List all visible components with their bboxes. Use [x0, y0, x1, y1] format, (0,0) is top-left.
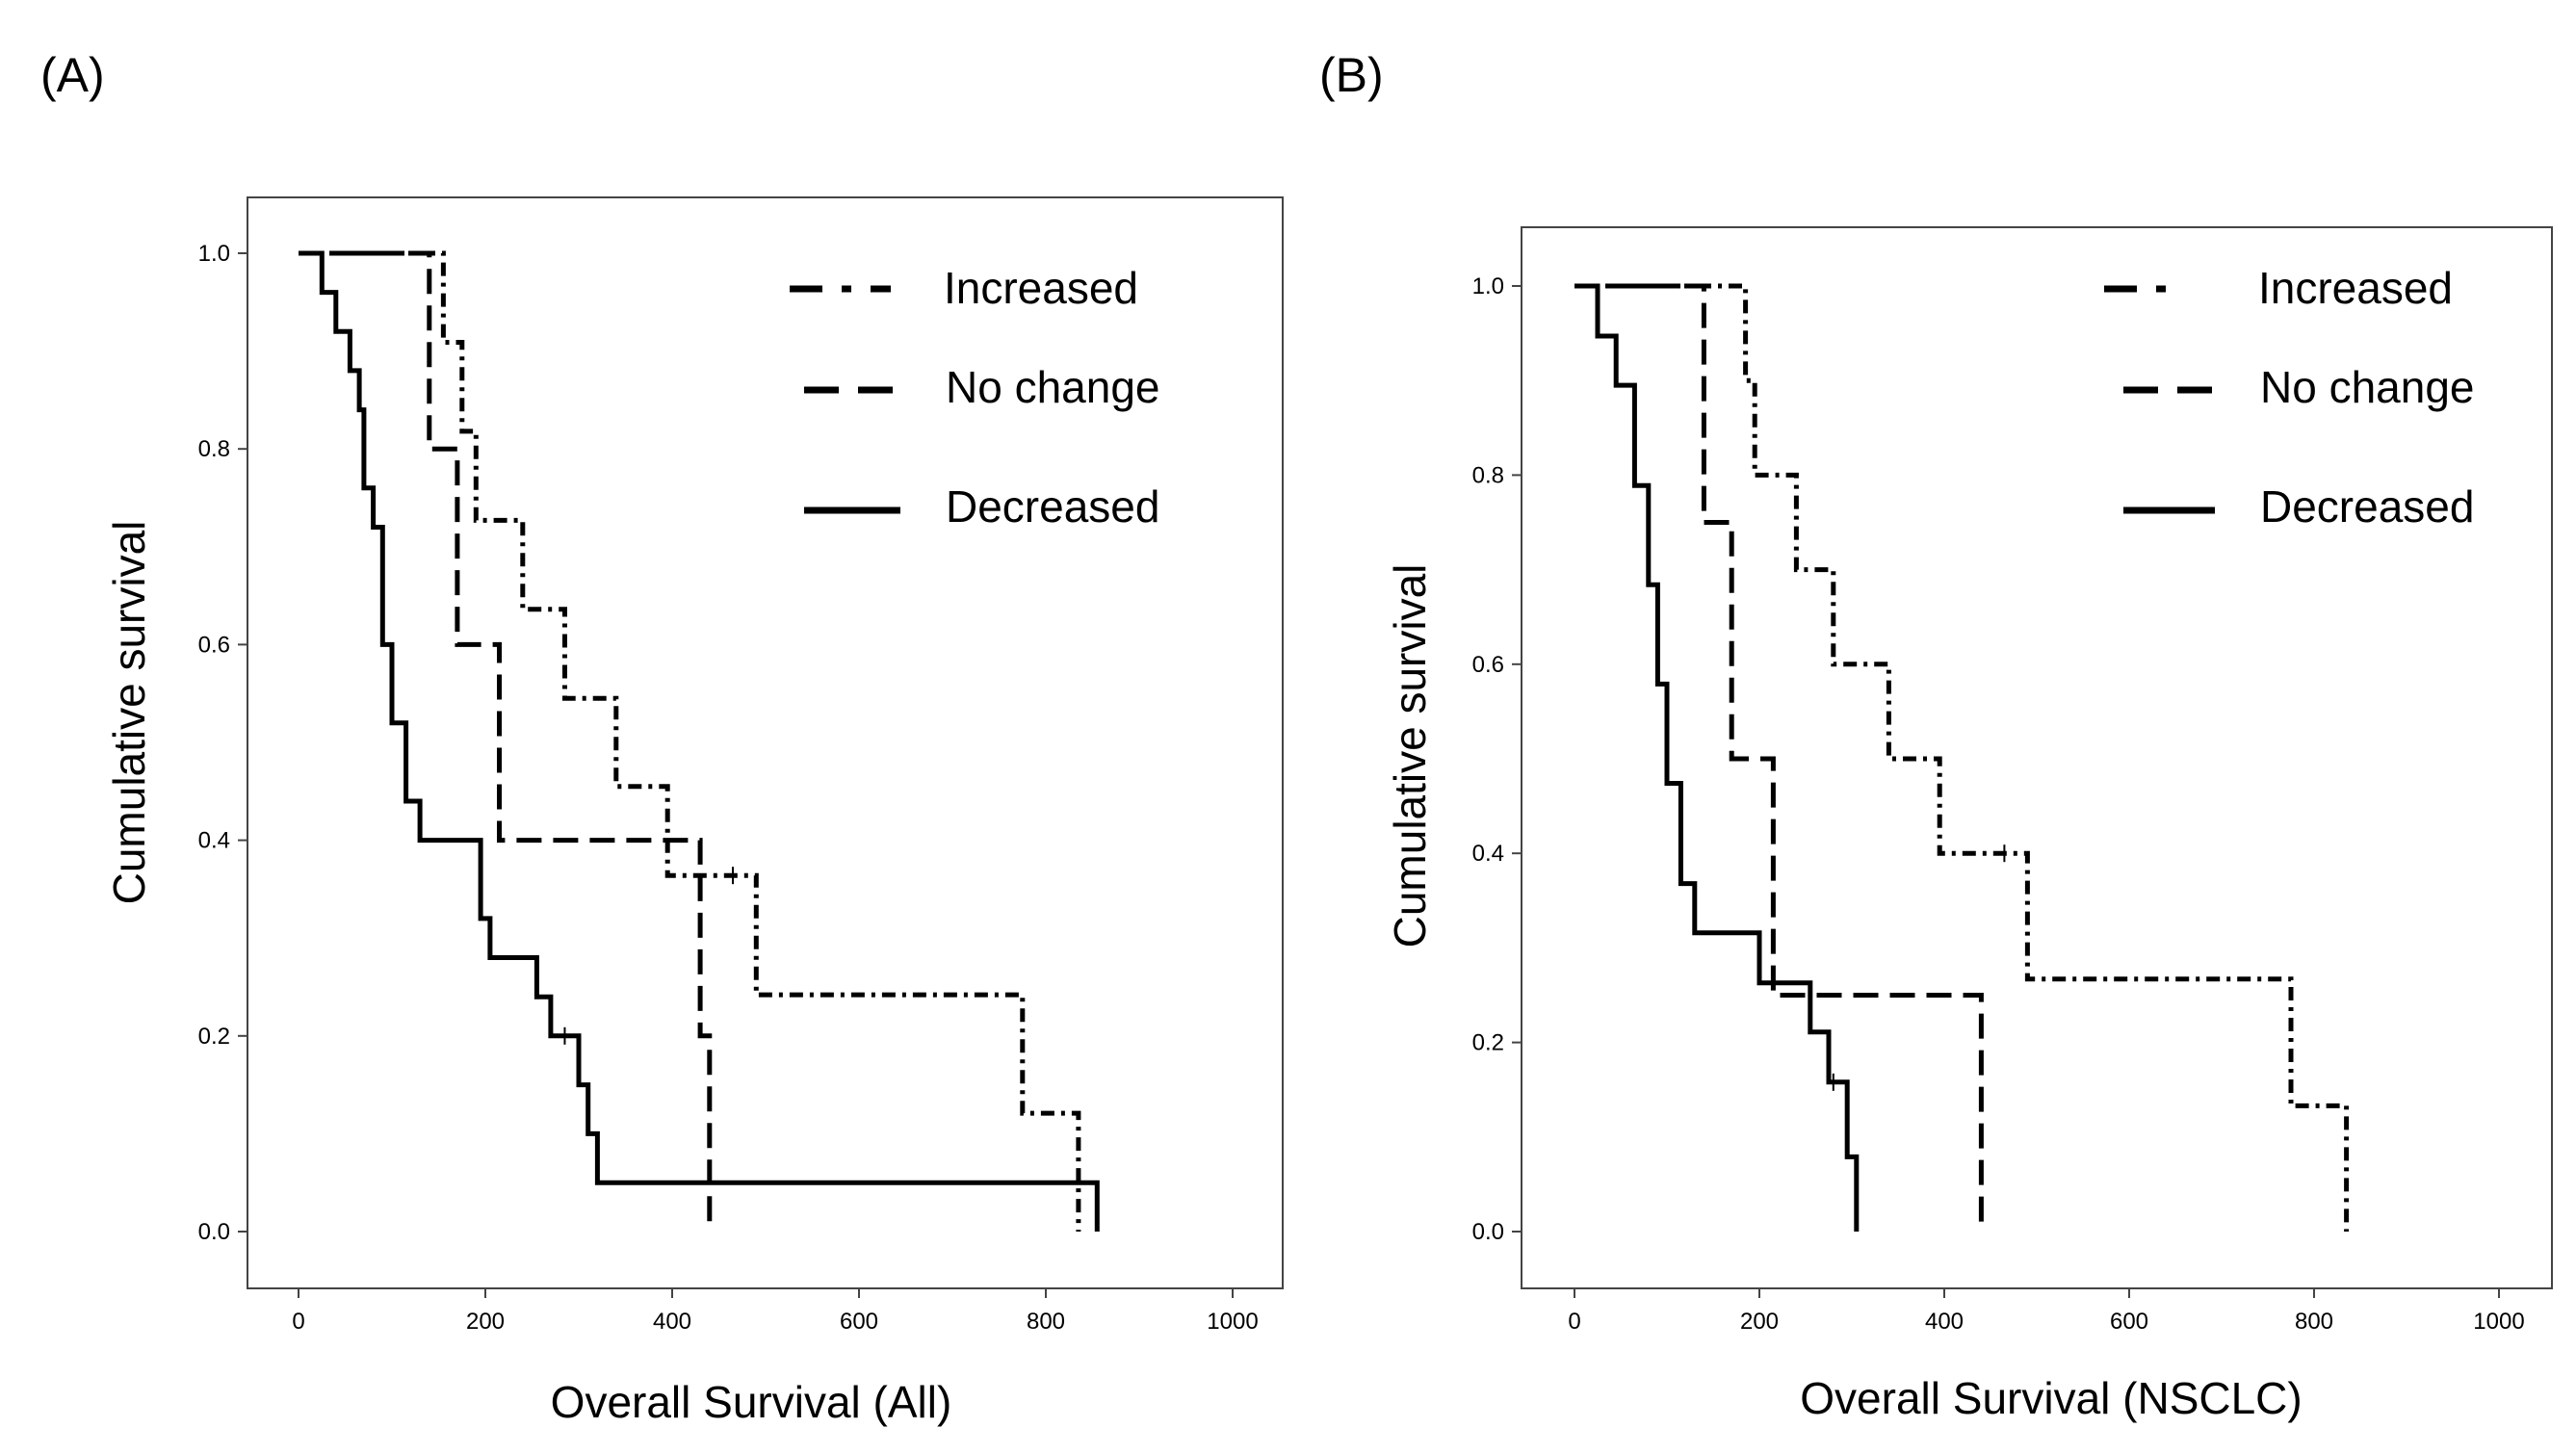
survival-curves-a	[299, 250, 1100, 1232]
panel-b: (B) 0 200 400 600 800 1000 0.0 0.2 0.4 0.6 0.8 1.0…	[1319, 48, 2553, 1423]
x-axis-title-b: Overall Survival (NSCLC)	[1800, 1373, 2302, 1423]
panel-a: (A) 0 200 400 600 800 1000 0.0 0.2 0.4 0.6 0.8 1.0…	[40, 48, 1284, 1427]
y-tick-label-a: 1.0	[198, 241, 230, 267]
axis-ticks-b	[1512, 285, 2500, 1298]
legend-label-increased-b: Increased	[2258, 263, 2453, 313]
x-tick-label-a: 1000	[1207, 1309, 1258, 1335]
y-axis-title-b: Cumulative survival	[1385, 564, 1435, 948]
x-tick-labels-a: 0 200 400 600 800 1000	[292, 1309, 1258, 1335]
curve-decreased-a	[299, 250, 1100, 1232]
y-tick-label-b: 1.0	[1472, 273, 1504, 299]
axis-ticks-a	[238, 252, 1234, 1298]
x-tick-label-a: 200	[466, 1309, 505, 1335]
y-tick-label-b: 0.4	[1472, 841, 1504, 867]
x-tick-label-a: 600	[840, 1309, 878, 1335]
plot-area-b	[1521, 226, 2553, 1289]
y-tick-label-a: 0.0	[198, 1219, 230, 1245]
legend-label-increased-a: Increased	[944, 263, 1138, 313]
x-tick-label-b: 800	[2295, 1309, 2333, 1335]
legend-label-no-change-b: No change	[2260, 362, 2475, 412]
curve-decreased-b	[1574, 283, 1860, 1232]
y-tick-label-a: 0.4	[198, 828, 230, 854]
x-tick-labels-b: 0 200 400 600 800 1000	[1568, 1309, 2524, 1335]
y-tick-label-b: 0.8	[1472, 462, 1504, 488]
x-tick-label-b: 1000	[2473, 1309, 2524, 1335]
plot-area-a	[247, 196, 1284, 1289]
x-tick-label-b: 400	[1925, 1309, 1964, 1335]
legend-label-no-change-a: No change	[946, 362, 1160, 412]
x-axis-title-a: Overall Survival (All)	[551, 1377, 952, 1427]
y-tick-label-b: 0.6	[1472, 652, 1504, 678]
survival-curves-b	[1574, 283, 2350, 1232]
panel-label-b: (B)	[1319, 48, 1384, 102]
x-tick-label-a: 800	[1027, 1309, 1065, 1335]
curve-increased-b	[1574, 283, 2350, 1232]
y-tick-label-b: 0.0	[1472, 1219, 1504, 1245]
y-tick-labels-a: 0.0 0.2 0.4 0.6 0.8 1.0	[198, 241, 230, 1245]
y-tick-label-b: 0.2	[1472, 1030, 1504, 1056]
y-tick-label-a: 0.6	[198, 632, 230, 658]
curve-no-change-a	[299, 250, 713, 1232]
legend-label-decreased-b: Decreased	[2260, 481, 2474, 532]
y-tick-label-a: 0.2	[198, 1024, 230, 1050]
y-tick-labels-b: 0.0 0.2 0.4 0.6 0.8 1.0	[1472, 273, 1504, 1245]
legend-a: Increased No change Decreased	[790, 263, 1160, 532]
panel-label-a: (A)	[40, 48, 105, 102]
x-tick-label-a: 400	[653, 1309, 691, 1335]
x-tick-label-b: 600	[2110, 1309, 2148, 1335]
y-tick-label-a: 0.8	[198, 436, 230, 462]
x-tick-label-b: 200	[1740, 1309, 1779, 1335]
x-tick-label-b: 0	[1568, 1309, 1580, 1335]
curve-no-change-b	[1574, 283, 1984, 1232]
x-tick-label-a: 0	[292, 1309, 304, 1335]
curve-increased-a	[299, 250, 1081, 1232]
legend-label-decreased-a: Decreased	[946, 481, 1159, 532]
y-axis-title-a: Cumulative survival	[104, 521, 154, 905]
legend-b: Increased No change Decreased	[2104, 263, 2475, 532]
